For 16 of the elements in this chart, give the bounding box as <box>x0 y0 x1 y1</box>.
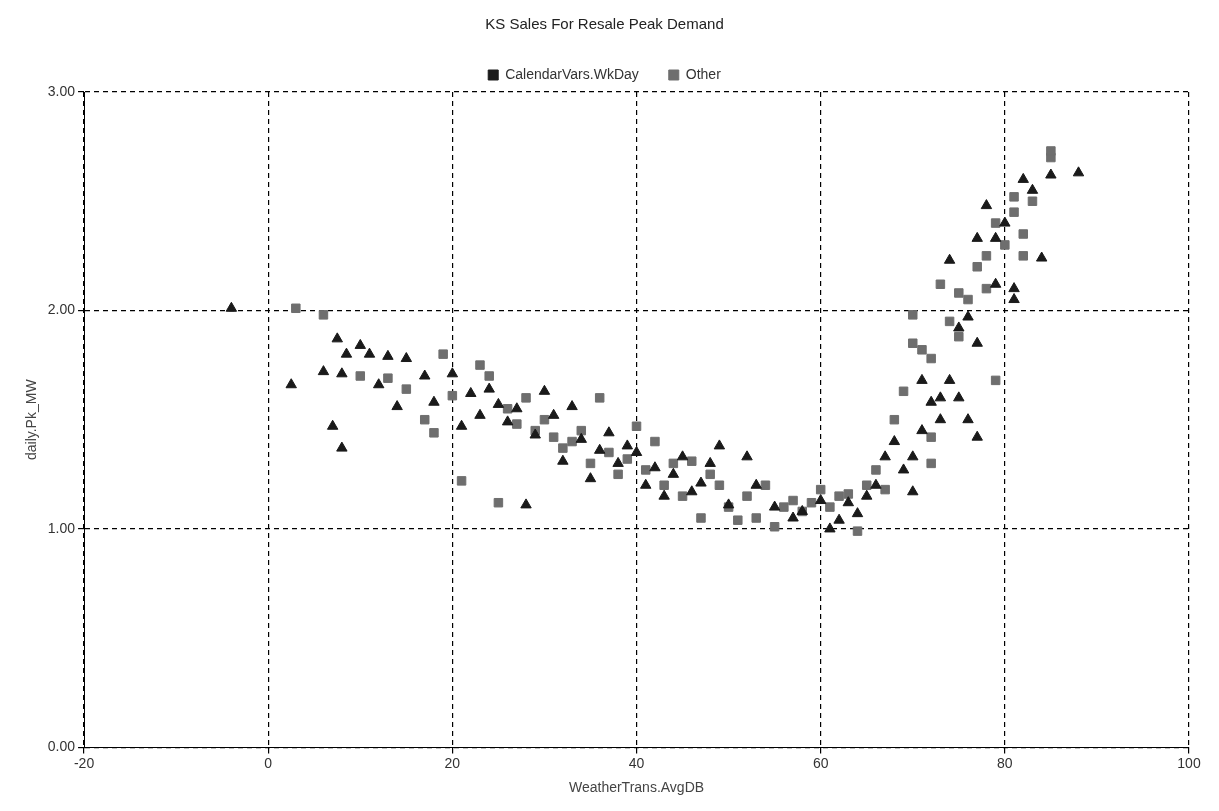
chart-title: KS Sales For Resale Peak Demand <box>485 15 724 33</box>
x-tick-label: 100 <box>1177 755 1201 772</box>
y-tick-label: 0.00 <box>47 738 76 755</box>
x-axis-title: WeatherTrans.AvgDB <box>568 779 705 796</box>
y-tick-label: 3.00 <box>47 82 76 99</box>
x-tick-label: 60 <box>812 755 829 772</box>
y-tick-label: 1.00 <box>47 519 76 536</box>
x-tick-label: 40 <box>628 755 645 772</box>
y-tick-label: 2.00 <box>47 301 76 318</box>
y-axis-title: daily.Pk_MW <box>23 378 40 461</box>
x-tick-label: 20 <box>444 755 461 772</box>
legend-label: CalendarVars.WkDay <box>505 65 639 82</box>
x-tick-label: 0 <box>264 755 273 772</box>
legend-label: Other <box>685 65 722 82</box>
x-tick-label: 80 <box>997 755 1013 772</box>
x-tick-label: -20 <box>73 755 95 772</box>
